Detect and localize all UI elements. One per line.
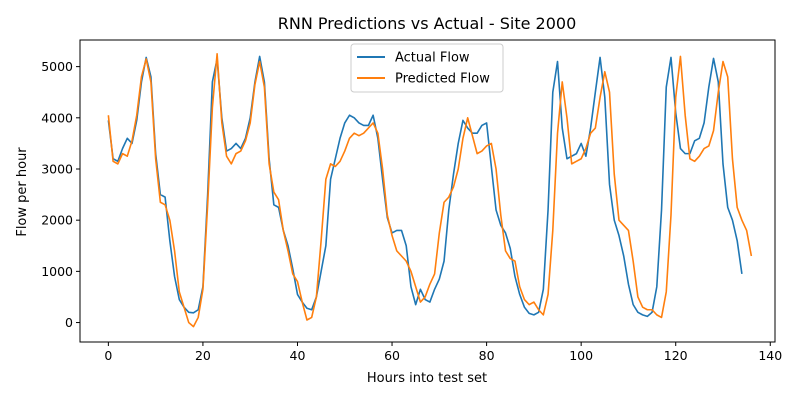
y-tick-label: 4000 <box>41 110 73 125</box>
x-tick-label: 20 <box>195 348 211 363</box>
x-tick-label: 80 <box>479 348 495 363</box>
x-tick-label: 0 <box>104 348 112 363</box>
legend-label: Actual Flow <box>395 51 470 66</box>
series-layer <box>107 53 753 328</box>
legend: Actual Flow Predicted Flow <box>350 43 504 93</box>
chart-title: RNN Predictions vs Actual - Site 2000 <box>278 14 577 33</box>
x-tick-label: 40 <box>290 348 306 363</box>
x-tick-label: 60 <box>384 348 400 363</box>
y-tick-label: 5000 <box>41 59 73 74</box>
y-tick-label: 2000 <box>41 213 73 228</box>
series-line-actual-flow <box>107 55 743 318</box>
legend-box <box>350 43 504 93</box>
y-tick-label: 1000 <box>41 264 73 279</box>
legend-label: Predicted Flow <box>395 72 490 87</box>
ticks-layer: 0 20 40 60 80 100 120 140 0 1000 2000 3000 4000 5000 <box>41 59 782 363</box>
plot-frame <box>79 39 776 343</box>
x-tick-label: 100 <box>569 348 593 363</box>
x-axis-label: Hours into test set <box>367 371 487 386</box>
series-line-predicted-flow <box>107 53 753 328</box>
x-tick-label: 120 <box>664 348 688 363</box>
x-tick-label: 140 <box>758 348 782 363</box>
y-tick-label: 0 <box>65 315 73 330</box>
y-tick-label: 3000 <box>41 161 73 176</box>
y-axis-label: Flow per hour <box>15 147 30 237</box>
